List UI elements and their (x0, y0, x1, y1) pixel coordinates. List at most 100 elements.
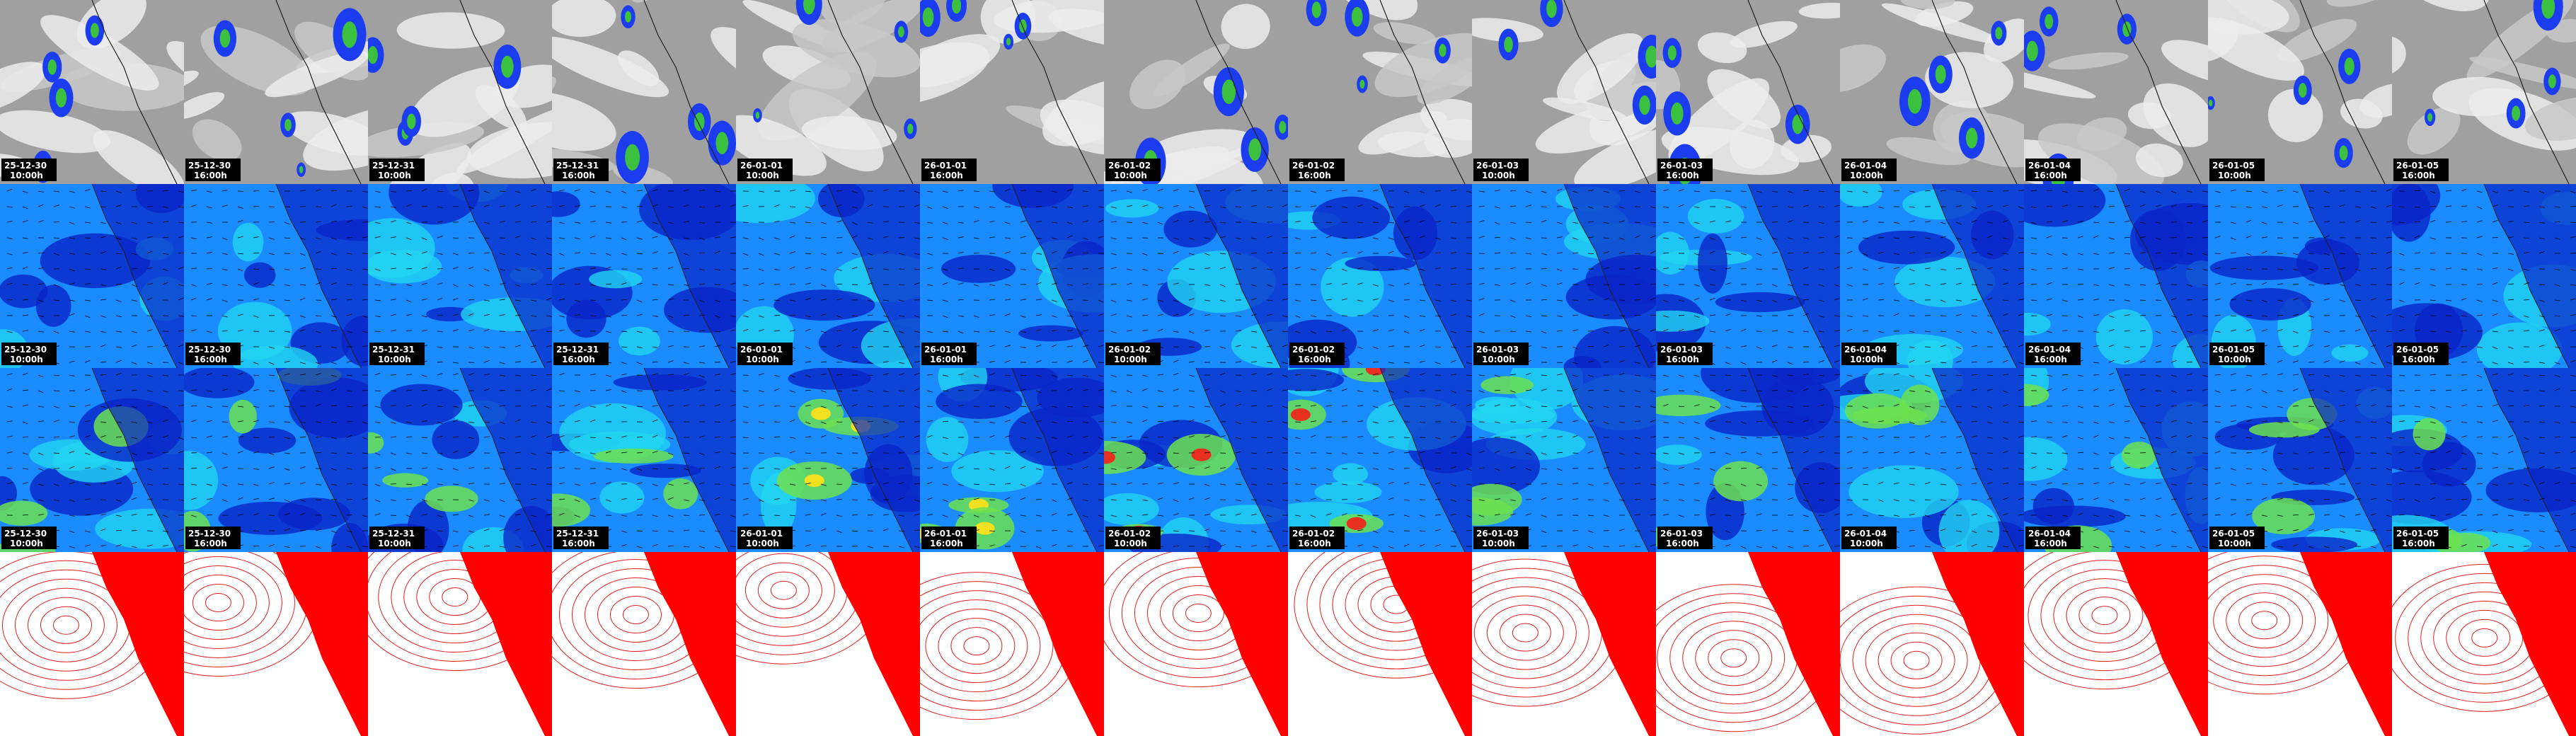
map-layer (2024, 0, 2208, 184)
wind-arrow (1204, 420, 1210, 422)
wind-arrow (1771, 390, 1778, 391)
wind-arrow (2002, 512, 2008, 516)
panel-time: 10:00h (746, 355, 779, 364)
wind-arrow (390, 421, 396, 425)
wind-arrow (468, 514, 474, 518)
wind-arrow (390, 499, 396, 502)
wind-arrow (1634, 235, 1640, 238)
wind-arrow (178, 544, 184, 547)
panel-time: 10:00h (1114, 539, 1147, 548)
wind-arrow (2108, 452, 2115, 454)
wind-arrow (421, 251, 427, 254)
gust-field (1656, 394, 1721, 417)
wind-arrow (1618, 206, 1625, 209)
wind-arrow (2277, 190, 2284, 192)
map-layer (1840, 0, 2024, 184)
wind-arrow (284, 512, 290, 516)
precip-core (2339, 145, 2348, 161)
map-panel (368, 552, 552, 736)
wind-arrow (1862, 483, 1868, 485)
wind-arrow (2202, 389, 2208, 391)
wind-arrow (1940, 190, 1946, 192)
wind-arrow (2214, 190, 2221, 193)
wind-arrow (2186, 389, 2192, 391)
wind-arrow (2386, 266, 2392, 270)
map-layer (2208, 368, 2392, 552)
wind-arrow (2476, 406, 2483, 408)
wind-arrow (1725, 544, 1731, 547)
wind-arrow (1678, 222, 1684, 224)
wind-arrow (406, 268, 413, 270)
wind-arrow (2323, 283, 2330, 285)
wind-arrow (914, 406, 920, 408)
wind-arrow (22, 404, 28, 407)
label-box (737, 343, 793, 365)
wind-arrow (882, 330, 889, 333)
cloud (184, 92, 225, 120)
wind-arrow (2292, 330, 2299, 334)
wind-arrow (162, 390, 168, 393)
wind-arrow (898, 253, 904, 255)
wind-arrow (1510, 237, 1516, 240)
wind-arrow (190, 268, 197, 270)
wind-arrow (926, 236, 933, 238)
wind-arrow (1494, 483, 1500, 485)
label-box (2025, 527, 2081, 549)
wind-arrow (1372, 468, 1379, 470)
wind-arrow (2108, 466, 2115, 469)
wind-arrow (621, 330, 628, 333)
cloud (1900, 0, 1955, 9)
wind-arrow (1525, 435, 1531, 438)
land (460, 552, 552, 736)
label-box (737, 159, 793, 181)
wind-arrow (530, 345, 536, 347)
precip-core (90, 23, 99, 38)
wind-arrow (973, 406, 979, 408)
wind-field (2024, 184, 2106, 227)
wind-arrow (926, 190, 933, 192)
isobar (184, 552, 295, 658)
wind-arrow (146, 374, 153, 377)
wind-arrow (2492, 373, 2498, 376)
wind-arrow (1235, 513, 1241, 516)
wind-arrow (989, 452, 995, 455)
wind-arrow (2398, 514, 2405, 516)
wind-arrow (1556, 498, 1563, 500)
wind-arrow (1188, 253, 1195, 255)
wind-arrow (590, 299, 597, 301)
wind-arrow (1893, 499, 1899, 502)
wind-arrow (914, 282, 920, 285)
wind-arrow (820, 512, 827, 516)
wind-arrow (1678, 268, 1685, 270)
wind-arrow (1893, 267, 1899, 270)
wind-arrow (2277, 546, 2283, 548)
wind-arrow (1341, 374, 1347, 377)
wind-arrow (2398, 282, 2405, 285)
precip-core (2541, 0, 2555, 19)
wind-arrow (1862, 437, 1868, 440)
wind-arrow (499, 268, 505, 271)
wind-arrow (2354, 389, 2361, 391)
coastline (1931, 0, 2018, 184)
wind-arrow (362, 360, 368, 363)
wind-arrow (100, 299, 106, 301)
wind-arrow (1310, 236, 1316, 238)
wind-arrow (1357, 204, 1363, 207)
wind-arrow (483, 360, 490, 363)
precip-core (284, 119, 292, 132)
wind-arrow (2430, 374, 2436, 376)
wind-arrow (452, 450, 459, 454)
wind-field (432, 420, 480, 459)
wind-arrow (1282, 220, 1288, 223)
wind-arrow (789, 235, 795, 238)
wind-arrow (84, 315, 91, 318)
wind-arrow (574, 436, 580, 438)
wind-arrow (2230, 435, 2236, 438)
wind-arrow (1403, 481, 1410, 485)
wind-arrow (1650, 328, 1656, 332)
wind-arrow (836, 483, 843, 485)
wind-arrow (2386, 362, 2392, 364)
wind-arrow (2202, 529, 2208, 531)
wind-arrow (2445, 389, 2451, 391)
wind-arrow (2139, 482, 2146, 485)
